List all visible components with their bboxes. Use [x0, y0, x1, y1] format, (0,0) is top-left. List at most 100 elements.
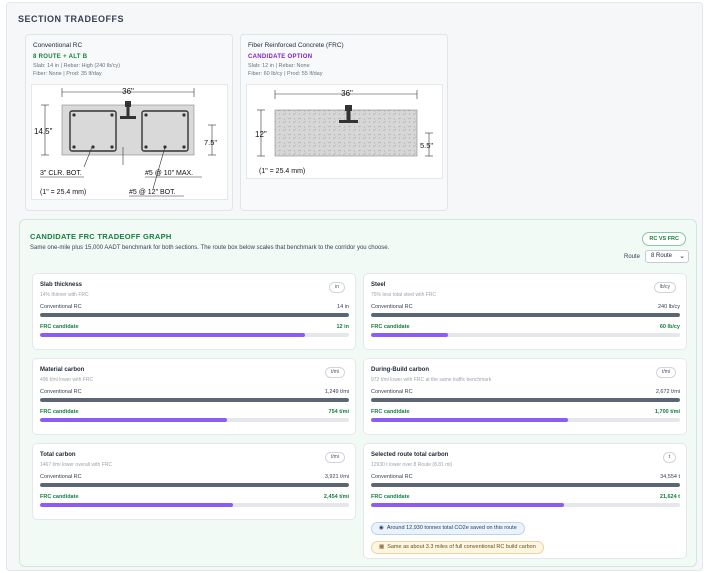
frc-bar-fill — [371, 418, 568, 422]
frc-row-value: 2,454 t/mi — [323, 494, 349, 500]
metric-title: Selected route total carbon — [371, 452, 449, 458]
rc-row-label: Conventional RC — [40, 304, 82, 310]
unit-pill: t/mi — [324, 367, 345, 378]
frc-bar-track — [371, 333, 680, 337]
rc-bar-fill — [40, 313, 349, 317]
frc-bar-track — [40, 418, 349, 422]
frc-row-value: 60 lb/cy — [659, 324, 680, 330]
frc-row-value: 754 t/mi — [328, 409, 349, 415]
metric-title: Total carbon — [40, 452, 76, 458]
section-card-rc: Conventional RC 8 ROUTE + ALT B Slab: 14… — [25, 34, 233, 211]
rc-row-label: Conventional RC — [40, 474, 82, 480]
frc-cross-section-diagram: 36" 12" 5.5" (1" = 25.4 mm) — [246, 84, 443, 179]
tradeoffs-page: SECTION TRADEOFFS Conventional RC 8 ROUT… — [6, 2, 703, 571]
rc-row-value: 240 lb/cy — [657, 304, 680, 310]
frc-row-label: FRC candidate — [371, 409, 410, 415]
frc-row-label: FRC candidate — [40, 324, 79, 330]
rc-height-label: 14.5" — [34, 127, 53, 136]
frc-bar-fill — [371, 503, 565, 507]
equivalence-note: ▦ Same as about 3.3 miles of full convent… — [371, 541, 544, 554]
section-title: SECTION TRADEOFFS — [18, 14, 125, 24]
rc-row-value: 1,249 t/mi — [324, 389, 349, 395]
rc-bar-track — [40, 483, 349, 487]
rc-bar-track — [371, 398, 680, 402]
rc-width-label: 36" — [122, 87, 134, 96]
metric-card-route: Selected route total carbon 12930 t lower… — [363, 443, 687, 559]
metric-subtitle: 12930 t lower over 8 Route (8.81 mi) — [371, 462, 453, 468]
metric-subtitle: 14% thinner with FRC — [40, 292, 89, 298]
tradeoff-graph-panel: CANDIDATE FRC TRADEOFF GRAPH Same one-mi… — [19, 219, 697, 567]
graph-title: CANDIDATE FRC TRADEOFF GRAPH — [30, 232, 172, 241]
unit-pill: t/mi — [324, 452, 345, 463]
co2-saved-text: Around 12,930 tonnes total CO2e saved on… — [386, 525, 517, 531]
rc-cross-section-diagram: 36" 14.5" 7.5" 3" CLR. BOT. #5 @ 10" MAX… — [31, 84, 228, 200]
metric-title: Material carbon — [40, 367, 85, 373]
rc-clearance-label: 3" CLR. BOT. — [40, 170, 82, 177]
metric-card-total: Total carbon 1467 t/mi lower overall with… — [32, 443, 356, 520]
metric-card-steel: Steel 75% less total steel with FRC lb/cy C… — [363, 273, 687, 350]
rc-conversion-label: (1" = 25.4 mm) — [40, 189, 86, 196]
frc-row-label: FRC candidate — [40, 494, 79, 500]
equivalence-icon: ▦ — [379, 544, 385, 550]
section-meta: Fiber: 60 lb/cy | Prod: 55 lf/day — [248, 71, 323, 77]
frc-row-label: FRC candidate — [40, 409, 79, 415]
unit-pill: t — [662, 452, 676, 463]
route-label: Route — [624, 254, 641, 260]
rc-vs-frc-badge: RC VS FRC — [642, 232, 686, 246]
rc-row-value: 34,554 t — [660, 474, 680, 480]
frc-row-value: 12 in — [336, 324, 349, 330]
metric-title: Slab thickness — [40, 282, 83, 288]
rc-bar-fill — [371, 313, 680, 317]
section-name: Fiber Reinforced Concrete (FRC) — [248, 42, 344, 49]
rc-bar-fill — [40, 398, 349, 402]
rc-bar-fill — [40, 483, 349, 487]
section-meta: Slab: 14 in | Rebar: High (240 lb/cy) — [33, 63, 121, 69]
route-select-value: 8 Route — [651, 253, 673, 259]
co2-saved-note: ◉ Around 12,930 tonnes total CO2e saved o… — [371, 522, 525, 535]
metric-card-material: Material carbon 496 t/mi lower with FRC t/… — [32, 358, 356, 435]
metric-card-slab: Slab thickness 14% thinner with FRC in Conv… — [32, 273, 356, 350]
frc-height-label: 12" — [255, 130, 267, 139]
rc-row-value: 3,921 t/mi — [324, 474, 349, 480]
metric-title: During-Build carbon — [371, 367, 429, 373]
route-select[interactable]: 8 Route ⌄ — [645, 250, 689, 263]
frc-depth-label: 5.5" — [420, 141, 433, 150]
frc-conversion-label: (1" = 25.4 mm) — [259, 168, 305, 175]
rc-bar-fill — [371, 483, 680, 487]
equivalence-text: Same as about 3.3 miles of full conventi… — [387, 544, 536, 550]
globe-icon: ◉ — [379, 525, 384, 531]
rc-bar-track — [371, 313, 680, 317]
frc-bar-track — [371, 418, 680, 422]
metric-card-during: During-Build carbon 972 t/mi lower with F… — [363, 358, 687, 435]
frc-bar-fill — [40, 333, 305, 337]
section-card-frc: Fiber Reinforced Concrete (FRC) CANDIDAT… — [240, 34, 448, 211]
rc-row-value: 14 in — [337, 304, 349, 310]
frc-bar-track — [40, 333, 349, 337]
frc-row-label: FRC candidate — [371, 324, 410, 330]
frc-bar-track — [40, 503, 349, 507]
graph-subtitle: Same one-mile plus 15,000 AADT benchmark… — [30, 245, 390, 251]
rc-rebar-bot-label: #5 @ 12" BOT. — [129, 189, 176, 196]
frc-row-value: 21,624 t — [659, 494, 680, 500]
section-tag: CANDIDATE OPTION — [248, 54, 313, 60]
rc-row-value: 2,672 t/mi — [655, 389, 680, 395]
metric-subtitle: 1467 t/mi lower overall with FRC — [40, 462, 112, 468]
frc-bar-fill — [40, 418, 227, 422]
metric-subtitle: 75% less total steel with FRC — [371, 292, 437, 298]
rc-row-label: Conventional RC — [40, 389, 82, 395]
metric-subtitle: 496 t/mi lower with FRC — [40, 377, 94, 383]
rc-row-label: Conventional RC — [371, 389, 413, 395]
frc-bar-track — [371, 503, 680, 507]
frc-width-label: 36" — [341, 89, 353, 98]
rc-bar-track — [40, 398, 349, 402]
frc-row-label: FRC candidate — [371, 494, 410, 500]
metric-title: Steel — [371, 282, 386, 288]
frc-row-value: 1,700 t/mi — [654, 409, 680, 415]
section-tag: 8 ROUTE + ALT B — [33, 54, 88, 60]
rc-bar-fill — [371, 398, 680, 402]
metric-subtitle: 972 t/mi lower with FRC at the same traf… — [371, 377, 492, 383]
section-meta: Fiber: None | Prod: 35 lf/day — [33, 71, 102, 77]
section-meta: Slab: 12 in | Rebar: None — [248, 63, 310, 69]
rc-depth-label: 7.5" — [204, 138, 217, 147]
rc-bar-track — [371, 483, 680, 487]
